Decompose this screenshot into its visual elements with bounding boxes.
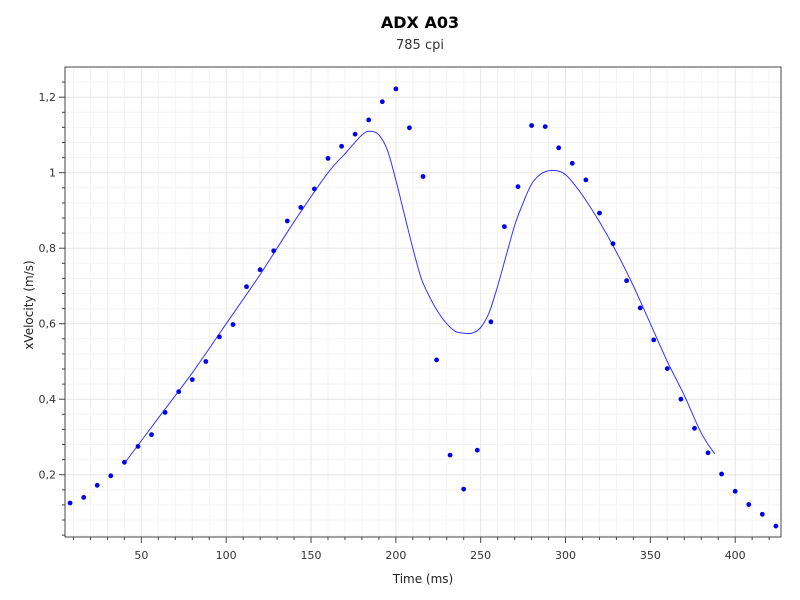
data-point [176,389,182,395]
data-point [637,305,643,311]
x-tick-label: 50 [134,549,148,562]
y-tick-label: 0,2 [39,469,57,482]
data-point [366,117,372,123]
data-point [678,396,684,402]
y-tick-label: 0,4 [39,393,57,406]
data-point [393,86,399,92]
data-point [149,432,154,438]
x-tick-label: 250 [470,549,491,562]
data-point [162,410,168,415]
data-point [773,523,779,529]
data-point [217,334,222,340]
data-point [108,473,114,479]
data-point [746,502,752,507]
data-point [610,241,616,247]
data-point [230,322,236,327]
data-point [664,366,670,371]
data-point [597,210,602,216]
data-point [135,444,141,449]
x-tick-label: 300 [555,549,576,562]
data-point [420,174,426,179]
x-tick-label: 200 [385,549,406,562]
x-axis: 50 100 150 200 250 300 350 400 [72,537,770,562]
data-point [244,284,249,290]
y-tick-label: 1 [49,167,56,180]
data-point [434,357,439,363]
data-point [705,450,711,456]
data-point [583,177,589,183]
data-point [189,377,195,382]
data-point [312,186,317,192]
data-point [407,125,412,131]
minor-grid [65,67,781,537]
data-point [379,99,385,105]
x-tick-label: 400 [725,549,746,562]
y-tick-label: 0,8 [39,242,57,255]
x-tick-label: 150 [301,549,322,562]
data-point [461,486,467,492]
data-points [67,86,779,529]
data-point [556,145,562,151]
data-point [651,337,657,343]
data-point [569,160,575,166]
data-point [122,459,127,465]
data-point [759,511,765,517]
x-tick-label: 100 [216,549,237,562]
data-point [339,143,344,149]
plot-frame [64,66,782,538]
data-point [94,482,100,488]
major-grid [65,67,781,537]
y-axis: 0,2 0,4 0,6 0,8 1 1,2 [39,81,65,536]
data-point [529,123,534,128]
data-point [257,267,263,273]
data-point [515,184,521,190]
data-point [624,278,629,284]
y-tick-label: 1,2 [39,91,57,104]
data-point [447,452,453,458]
data-point [502,224,507,230]
y-axis-label: xVelocity (m/s) [22,260,36,349]
y-tick-label: 0,6 [39,318,57,331]
data-point [203,359,209,364]
x-axis-label: Time (ms) [392,572,454,586]
data-point [488,319,494,325]
x-tick-label: 350 [640,549,661,562]
data-point [271,248,277,254]
data-point [81,495,87,500]
data-point [352,131,358,137]
data-point [542,124,548,129]
chart-subtitle: 785 cpi [396,38,444,53]
data-point [284,218,290,224]
data-point [719,471,724,477]
data-point [67,500,73,506]
data-point [692,425,697,431]
data-point [325,156,331,161]
data-point [298,205,304,210]
chart-title: ADX A03 [381,13,459,32]
data-point [474,447,480,453]
data-point [732,488,738,494]
fitted-curve-line [123,130,716,464]
